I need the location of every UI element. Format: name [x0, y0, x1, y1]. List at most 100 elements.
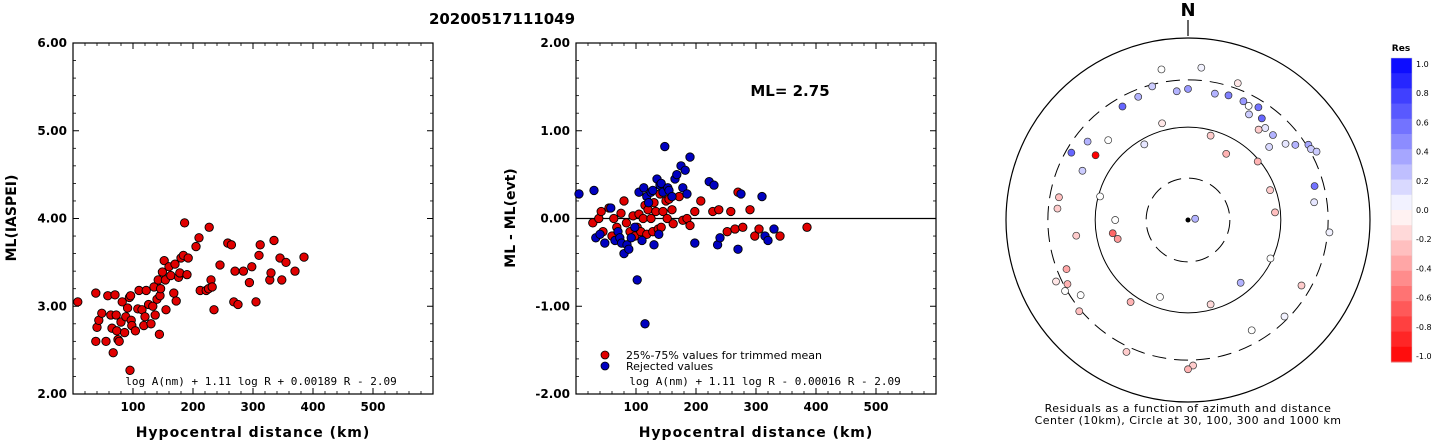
- data-point: [595, 229, 605, 239]
- station-marker: [1076, 291, 1085, 300]
- station-marker: [1224, 91, 1233, 100]
- station-marker: [1266, 254, 1275, 263]
- station-marker: [1104, 136, 1113, 145]
- station-marker: [1113, 234, 1122, 243]
- data-point: [754, 224, 764, 234]
- station-marker: [1067, 148, 1076, 157]
- colorbar-segment: [1391, 194, 1412, 211]
- station-marker: [1206, 131, 1215, 140]
- colorbar-tick-label: 0.0: [1416, 206, 1429, 215]
- colorbar-segment: [1391, 255, 1412, 272]
- colorbar-tick-label: -1.0: [1416, 352, 1432, 361]
- data-point: [682, 189, 692, 199]
- colorbar-tick-label: -0.6: [1416, 294, 1432, 303]
- legend-marker-rejected: [600, 361, 610, 371]
- data-point: [649, 240, 659, 250]
- data-point: [715, 233, 725, 243]
- colorbar-segment: [1391, 88, 1412, 105]
- y-tick-label: -1.00: [535, 299, 570, 313]
- station-marker: [1269, 131, 1277, 139]
- data-point: [690, 206, 700, 217]
- data-point: [108, 348, 118, 358]
- data-point: [140, 312, 150, 322]
- station-marker: [1075, 307, 1084, 316]
- data-point: [736, 189, 746, 199]
- data-point: [596, 206, 606, 217]
- station-marker: [1061, 287, 1069, 295]
- station-marker: [1078, 166, 1087, 175]
- station-marker: [1156, 293, 1164, 301]
- y-axis-label: ML(IASPEI): [4, 175, 20, 262]
- data-point: [170, 259, 180, 269]
- data-point: [609, 213, 619, 224]
- colorbar-segment: [1391, 73, 1412, 89]
- data-point: [183, 253, 193, 263]
- x-tick-label: 200: [180, 400, 205, 414]
- y-tick-label: 2.00: [540, 36, 570, 50]
- station-marker: [1236, 278, 1245, 287]
- data-point: [266, 268, 276, 278]
- data-point: [191, 241, 201, 252]
- data-point: [600, 238, 610, 248]
- station-marker: [1140, 140, 1149, 149]
- data-point: [589, 185, 599, 196]
- data-point: [668, 219, 678, 229]
- station-marker: [1261, 124, 1270, 132]
- data-point: [125, 365, 135, 375]
- data-point: [672, 169, 682, 180]
- data-point: [155, 284, 166, 294]
- data-point: [91, 288, 101, 298]
- station-marker: [1239, 97, 1248, 106]
- y-tick-label: 4.00: [37, 212, 67, 226]
- plot-frame: [72, 42, 434, 395]
- y-axis-label: ML - ML(evt): [503, 168, 519, 267]
- data-point: [624, 244, 634, 254]
- colorbar-tick-label: 0.2: [1416, 177, 1429, 186]
- y-tick-label: 5.00: [37, 124, 67, 138]
- colorbar-segment: [1391, 316, 1412, 333]
- station-marker: [1111, 216, 1120, 224]
- ring-30km: [1145, 177, 1231, 263]
- data-point: [662, 213, 672, 224]
- data-point: [146, 319, 156, 329]
- data-point: [621, 218, 632, 228]
- figure-title: 20200517111049: [429, 10, 575, 28]
- x-tick-label: 300: [743, 400, 768, 414]
- colorbar-tick-label: -0.4: [1416, 264, 1432, 273]
- data-point: [646, 213, 656, 224]
- colorbar-tick-label: 0.8: [1416, 89, 1429, 98]
- colorbar-segment: [1391, 240, 1412, 257]
- colorbar-tick-label: 1.0: [1416, 60, 1429, 69]
- station-marker: [1052, 277, 1060, 286]
- legend-marker-trimmed: [600, 350, 610, 360]
- data-point: [726, 206, 736, 217]
- legend-label-rejected: Rejected values: [626, 360, 713, 373]
- data-point: [709, 180, 719, 190]
- data-point: [166, 270, 176, 281]
- y-tick-label: 6.00: [37, 36, 67, 50]
- data-point: [680, 165, 690, 175]
- station-marker: [1257, 114, 1266, 123]
- data-point: [157, 267, 168, 277]
- data-point: [254, 250, 264, 261]
- data-point: [637, 235, 647, 246]
- station-marker: [1148, 82, 1157, 91]
- data-point: [667, 191, 677, 202]
- data-point: [638, 213, 648, 224]
- station-marker: [1325, 228, 1334, 237]
- station-marker: [1189, 361, 1197, 370]
- data-point: [648, 185, 658, 196]
- colorbar-segment: [1391, 58, 1412, 74]
- data-point: [73, 297, 83, 307]
- data-point: [643, 198, 654, 208]
- station-marker: [1245, 110, 1253, 119]
- data-point: [639, 183, 649, 193]
- y-tick-label: 1.00: [540, 124, 570, 138]
- data-point: [757, 191, 767, 202]
- colorbar-title: Res: [1392, 44, 1410, 54]
- data-point: [204, 222, 214, 232]
- data-point: [632, 275, 642, 285]
- station-marker: [1280, 312, 1289, 321]
- station-marker: [1072, 231, 1081, 240]
- station-marker: [1211, 89, 1219, 98]
